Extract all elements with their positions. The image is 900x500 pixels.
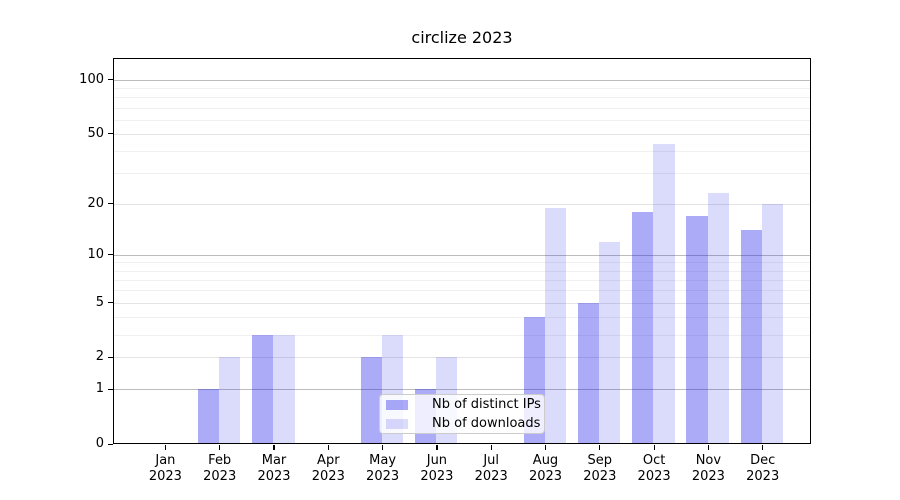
y-tick-mark xyxy=(108,302,113,304)
y-tick-mark xyxy=(108,388,113,391)
x-tick-mark xyxy=(327,445,329,450)
y-tick-label: 5 xyxy=(95,294,104,310)
bar-distinct-ips-oct xyxy=(632,211,654,444)
gridline xyxy=(113,262,811,264)
gridline xyxy=(113,203,811,205)
legend-label: Nb of distinct IPs xyxy=(432,397,541,412)
x-tick-label: Feb 2023 xyxy=(203,453,237,484)
gridline xyxy=(113,173,811,174)
y-tick-mark xyxy=(108,133,113,135)
y-tick-label: 10 xyxy=(87,246,104,262)
bar-downloads-aug xyxy=(544,207,567,444)
y-tick-mark xyxy=(108,443,113,445)
gridline xyxy=(113,79,811,81)
x-tick-mark xyxy=(544,445,547,450)
legend-swatch-distinct-ips xyxy=(386,399,408,410)
x-tick-label: Mar 2023 xyxy=(257,453,291,484)
gridline xyxy=(113,119,811,121)
x-tick-mark xyxy=(164,445,167,450)
bar-downloads-sep xyxy=(599,241,621,444)
gridline xyxy=(113,107,811,109)
bar-downloads-nov xyxy=(707,193,729,444)
x-tick-label: Jun 2023 xyxy=(420,453,454,484)
x-tick-label: Dec 2023 xyxy=(746,453,780,484)
x-tick-mark xyxy=(762,445,764,450)
x-tick-mark xyxy=(707,445,710,450)
x-tick-label: Oct 2023 xyxy=(637,453,671,484)
bar-distinct-ips-dec xyxy=(740,230,762,444)
gridline xyxy=(113,317,811,318)
x-tick-mark xyxy=(653,445,655,450)
gridline xyxy=(113,357,811,359)
gridline xyxy=(113,389,811,391)
y-tick-mark xyxy=(108,254,113,256)
bar-distinct-ips-feb xyxy=(197,389,219,444)
y-tick-label: 20 xyxy=(87,195,104,211)
x-tick-mark xyxy=(599,445,601,450)
x-tick-mark xyxy=(273,445,275,450)
y-tick-mark xyxy=(108,79,113,81)
y-tick-label: 1 xyxy=(95,381,104,397)
chart-title: circlize 2023 xyxy=(411,28,513,47)
bars-layer xyxy=(113,58,811,444)
legend-item: Nb of distinct IPs xyxy=(380,395,544,414)
x-tick-label: Apr 2023 xyxy=(311,453,345,484)
bar-downloads-oct xyxy=(653,143,675,444)
bar-distinct-ips-sep xyxy=(577,302,600,444)
bar-downloads-mar xyxy=(273,334,295,444)
gridline xyxy=(113,270,811,272)
gridline xyxy=(113,97,811,99)
bar-downloads-feb xyxy=(219,357,241,444)
gridline xyxy=(113,279,811,281)
bar-distinct-ips-may xyxy=(360,357,382,444)
x-tick-mark xyxy=(382,445,384,450)
gridline xyxy=(113,150,811,152)
gridline xyxy=(113,133,811,135)
x-tick-mark xyxy=(436,445,438,450)
y-tick-mark xyxy=(108,356,113,359)
x-tick-label: Sep 2023 xyxy=(583,453,617,484)
x-tick-label: May 2023 xyxy=(366,453,400,484)
x-tick-label: Aug 2023 xyxy=(528,453,563,484)
legend: Nb of distinct IPs Nb of downloads xyxy=(379,394,545,434)
legend-swatch-downloads xyxy=(386,418,408,429)
gridline xyxy=(113,88,811,89)
bar-distinct-ips-mar xyxy=(252,334,274,444)
y-tick-label: 2 xyxy=(95,349,104,365)
y-tick-mark xyxy=(108,203,113,205)
y-tick-label: 100 xyxy=(79,71,104,87)
plot-area xyxy=(113,58,811,444)
x-tick-label: Jan 2023 xyxy=(148,453,182,484)
y-tick-label: 50 xyxy=(87,125,104,141)
x-tick-mark xyxy=(219,445,221,450)
x-tick-label: Nov 2023 xyxy=(691,453,725,484)
bar-distinct-ips-nov xyxy=(686,215,708,444)
legend-item: Nb of downloads xyxy=(380,414,544,433)
gridline xyxy=(113,302,811,304)
gridline xyxy=(113,334,811,336)
x-tick-label: Jul 2023 xyxy=(474,453,508,484)
legend-label: Nb of downloads xyxy=(432,416,541,431)
x-tick-mark xyxy=(490,445,492,450)
gridline xyxy=(113,254,811,256)
bar-downloads-dec xyxy=(762,203,784,444)
y-tick-label: 0 xyxy=(95,436,104,451)
gridline xyxy=(113,290,811,292)
